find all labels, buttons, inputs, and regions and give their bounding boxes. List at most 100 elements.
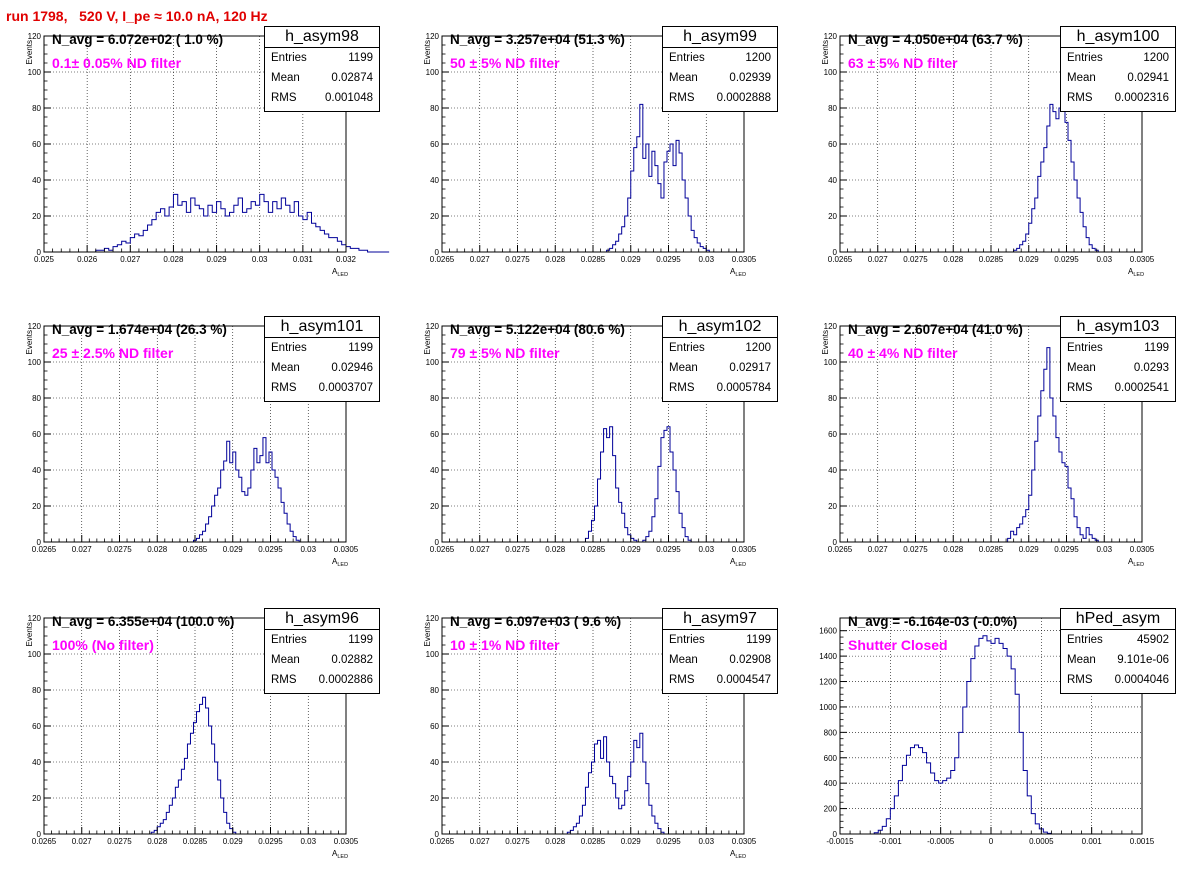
x-axis-label: ALED — [730, 557, 746, 568]
stats-value: 0.02939 — [729, 72, 771, 84]
y-tick-label: 60 — [32, 430, 41, 439]
x-axis-label-subscript: LED — [337, 272, 348, 278]
x-tick-label: 0.03 — [698, 545, 714, 554]
stats-row: Entries 1199 — [265, 48, 379, 68]
histogram-name: h_asym98 — [265, 27, 379, 48]
stats-row: Mean 0.02939 — [663, 68, 777, 88]
stats-value: 45902 — [1137, 634, 1169, 646]
histogram-plot: 0.0265 0.027 0.0275 0.028 0.0285 0.029 0.0295 0… — [821, 32, 1155, 278]
stats-key: RMS — [271, 92, 297, 104]
stats-box: h_asym99 Entries 1200 Mean 0.02939 RMS 0.00028… — [662, 26, 778, 112]
stats-key: Entries — [271, 52, 307, 64]
stats-key: Mean — [669, 362, 698, 374]
x-tick-label: 0.027 — [470, 837, 491, 846]
x-axis-label-subscript: LED — [1133, 562, 1144, 568]
filter-label: 79 ± 5% ND filter — [450, 345, 560, 361]
stats-key: RMS — [1067, 674, 1093, 686]
y-tick-label: 120 — [426, 32, 440, 41]
histogram-panel: 0.0265 0.027 0.0275 0.028 0.0285 0.029 0.0295 0… — [796, 0, 1194, 290]
stats-value: 1199 — [348, 52, 373, 64]
y-tick-label: 20 — [32, 212, 41, 221]
y-tick-label: 40 — [430, 176, 439, 185]
x-tick-label: 0.03 — [698, 837, 714, 846]
histogram-series-line — [65, 193, 390, 253]
y-tick-label: 100 — [426, 68, 440, 77]
x-tick-label: 0.0305 — [732, 545, 757, 554]
x-tick-label: 0.028 — [163, 255, 184, 264]
histogram-series-line — [190, 437, 303, 543]
stats-row: Entries 1199 — [265, 338, 379, 358]
x-tick-label: 0.03 — [698, 255, 714, 264]
y-tick-label: 120 — [426, 614, 440, 623]
stats-row: RMS 0.0003707 — [265, 378, 379, 398]
histogram-panel: -0.0015 -0.001 -0.0005 0 0.0005 0.001 0.0015 0 2… — [796, 582, 1194, 872]
x-axis-label: ALED — [332, 267, 348, 278]
histogram-name: h_asym96 — [265, 609, 379, 630]
x-tick-label: 0.029 — [1019, 255, 1040, 264]
x-tick-label: 0.029 — [1019, 545, 1040, 554]
y-tick-label: 80 — [828, 104, 837, 113]
y-tick-label: 40 — [32, 176, 41, 185]
histogram-plot: 0.0265 0.027 0.0275 0.028 0.0285 0.029 0.0295 0… — [423, 32, 757, 278]
stats-key: RMS — [669, 382, 695, 394]
x-tick-label: 0.03 — [1096, 255, 1112, 264]
stats-key: Mean — [1067, 72, 1096, 84]
stats-key: Mean — [271, 362, 300, 374]
y-tick-label: 120 — [28, 322, 42, 331]
stats-box: h_asym102 Entries 1200 Mean 0.02917 RMS 0.0005… — [662, 316, 778, 402]
x-tick-label: 0.028 — [545, 837, 566, 846]
y-tick-label: 100 — [824, 68, 838, 77]
stats-key: Entries — [1067, 52, 1103, 64]
y-tick-label: 20 — [430, 794, 439, 803]
filter-label: 50 ± 5% ND filter — [450, 55, 560, 71]
y-tick-label: 60 — [32, 722, 41, 731]
stats-value: 0.02946 — [331, 362, 373, 374]
stats-value: 1199 — [1144, 342, 1169, 354]
y-axis-label: Events — [25, 622, 34, 646]
histogram-name: h_asym101 — [265, 317, 379, 338]
y-tick-label: 40 — [32, 466, 41, 475]
filter-label: 25 ± 2.5% ND filter — [52, 345, 174, 361]
x-tick-label: 0.0305 — [1130, 545, 1155, 554]
filter-label: 10 ± 1% ND filter — [450, 637, 560, 653]
y-tick-label: 1000 — [819, 703, 837, 712]
navg-label: N_avg = 2.607e+04 (41.0 %) — [848, 322, 1023, 337]
y-axis-label: Events — [25, 330, 34, 354]
x-tick-label: 0.025 — [34, 255, 55, 264]
stats-row: RMS 0.0004046 — [1061, 670, 1175, 690]
x-tick-label: 0.0005 — [1029, 837, 1054, 846]
x-tick-label: 0.0305 — [732, 837, 757, 846]
stats-key: Entries — [669, 634, 705, 646]
x-axis-label: ALED — [332, 557, 348, 568]
stats-value: 1199 — [348, 342, 373, 354]
y-tick-label: 80 — [32, 104, 41, 113]
histogram-series-line — [148, 696, 239, 835]
y-tick-label: 120 — [28, 614, 42, 623]
y-tick-label: 20 — [32, 502, 41, 511]
stats-value: 0.0003707 — [318, 382, 373, 394]
x-tick-label: 0.0285 — [183, 545, 208, 554]
stats-row: Mean 0.0293 — [1061, 358, 1175, 378]
stats-key: RMS — [1067, 382, 1093, 394]
histogram-series-line — [870, 635, 1060, 835]
y-tick-label: 40 — [32, 758, 41, 767]
x-tick-label: 0.0015 — [1130, 837, 1155, 846]
y-tick-label: 1200 — [819, 678, 837, 687]
histogram-name: h_asym97 — [663, 609, 777, 630]
histogram-name: h_asym102 — [663, 317, 777, 338]
stats-row: Entries 1199 — [1061, 338, 1175, 358]
y-tick-label: 40 — [828, 176, 837, 185]
histogram-panel: 0.0265 0.027 0.0275 0.028 0.0285 0.029 0.0295 0… — [398, 582, 796, 872]
histogram-panel: 0.025 0.026 0.027 0.028 0.029 0.03 0.031 0.032 0… — [0, 0, 398, 290]
stats-key: Mean — [1067, 654, 1096, 666]
stats-box: h_asym97 Entries 1199 Mean 0.02908 RMS 0.00045… — [662, 608, 778, 694]
x-axis-label: ALED — [1128, 267, 1144, 278]
x-tick-label: 0.028 — [943, 545, 964, 554]
y-tick-label: 120 — [824, 32, 838, 41]
x-tick-label: 0.0305 — [1130, 255, 1155, 264]
stats-key: Entries — [669, 342, 705, 354]
x-tick-label: 0.0275 — [107, 837, 132, 846]
stats-row: Mean 0.02882 — [265, 650, 379, 670]
filter-label: 40 ± 4% ND filter — [848, 345, 958, 361]
histogram-plot: 0.025 0.026 0.027 0.028 0.029 0.03 0.031 0.032 0… — [25, 32, 390, 278]
